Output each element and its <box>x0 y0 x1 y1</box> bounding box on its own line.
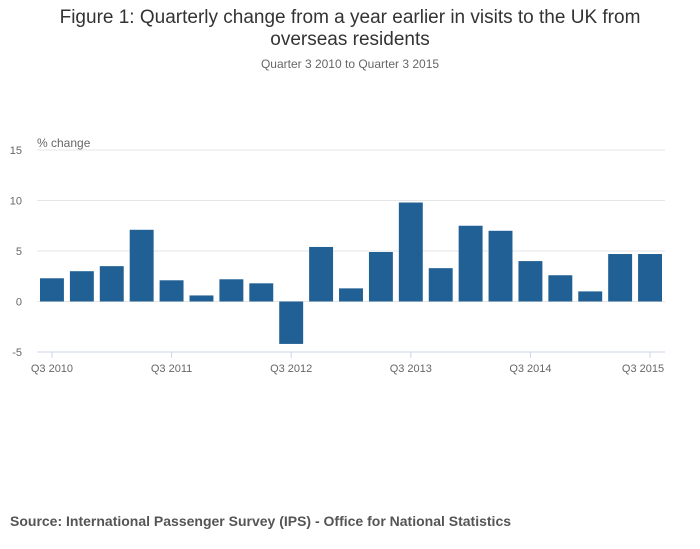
x-tick-label: Q3 2015 <box>622 363 664 375</box>
bar-q4-2012 <box>309 246 334 302</box>
bar-q1-2015 <box>578 291 603 302</box>
bar-q2-2012 <box>249 283 274 302</box>
chart-title: Figure 1: Quarterly change from a year e… <box>59 7 641 50</box>
y-axis-ticks: -5 0 5 10 15 <box>10 145 22 359</box>
source-note: Source: International Passenger Survey (… <box>10 513 512 529</box>
y-tick-label: -5 <box>12 347 22 359</box>
bar-q2-2013 <box>368 252 393 302</box>
x-tick-label: Q3 2013 <box>390 363 432 375</box>
y-tick-label: 15 <box>10 145 22 157</box>
x-tick-label: Q3 2011 <box>151 363 192 375</box>
x-tick-label: Q3 2012 <box>270 363 312 375</box>
bar-q3-2012 <box>279 301 304 344</box>
bar-q1-2013 <box>339 288 363 302</box>
y-tick-label: 0 <box>16 297 22 309</box>
bar-q4-2013 <box>428 268 453 302</box>
bar-q3-2015 <box>638 254 663 302</box>
bar-q3-2013 <box>398 202 423 302</box>
chart-subtitle: Quarter 3 2010 to Quarter 3 2015 <box>260 57 440 71</box>
x-tick-label: Q3 2014 <box>509 363 551 375</box>
bar-q3-2011 <box>159 280 184 302</box>
bar-q3-2010 <box>39 278 64 302</box>
x-axis-ticks: Q3 2010 Q3 2011 Q3 2012 Q3 2013 Q3 2014 Q3 20… <box>31 352 664 375</box>
y-tick-label: 5 <box>16 246 22 258</box>
bar-q1-2012 <box>219 279 244 302</box>
bar-q4-2010 <box>69 271 94 302</box>
bar-q2-2015 <box>608 254 633 302</box>
bar-q1-2014 <box>458 225 483 302</box>
bars <box>39 202 663 344</box>
bar-q2-2011 <box>129 229 154 302</box>
bar-q1-2011 <box>99 266 124 302</box>
bar-q4-2014 <box>548 275 573 302</box>
x-tick-label: Q3 2010 <box>31 363 73 375</box>
y-tick-label: 10 <box>10 196 22 208</box>
bar-q3-2014 <box>518 261 543 302</box>
bar-q4-2011 <box>189 295 214 302</box>
y-axis-label: % change <box>37 136 91 150</box>
bar-q2-2014 <box>488 230 513 302</box>
